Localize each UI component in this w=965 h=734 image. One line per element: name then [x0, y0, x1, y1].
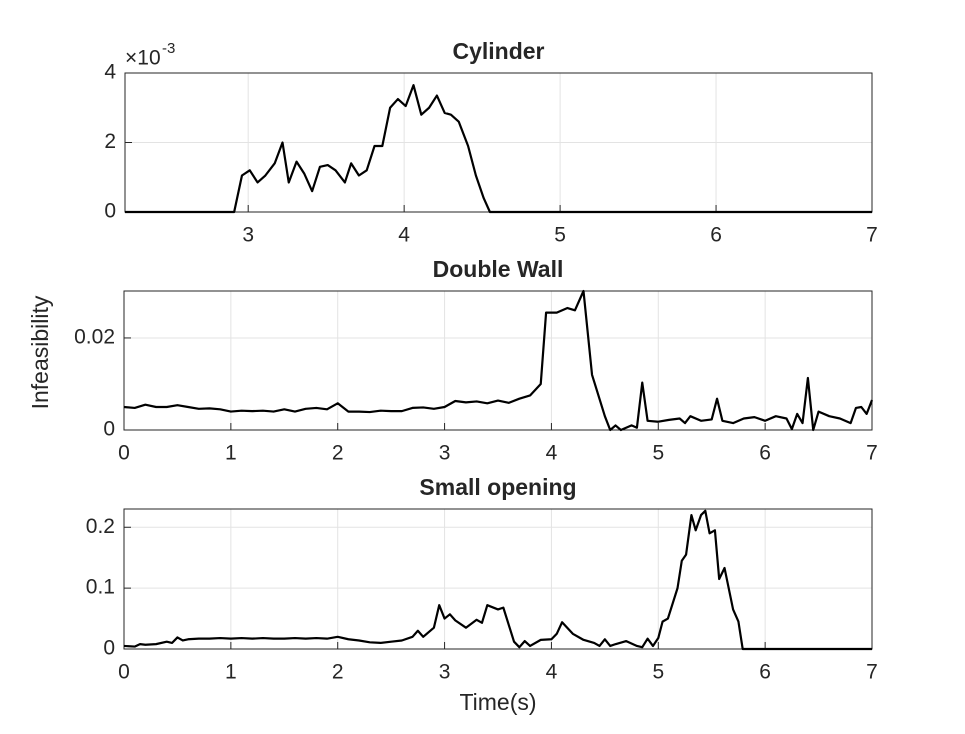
y-tick-label: 0	[104, 200, 116, 223]
x-tick-label: 2	[332, 442, 344, 465]
x-tick-label: 7	[866, 661, 878, 684]
y-tick-label: 0	[103, 637, 115, 660]
x-tick-label: 6	[759, 661, 771, 684]
x-tick-label: 6	[710, 224, 722, 247]
x-tick-label: 2	[332, 661, 344, 684]
x-tick-label: 7	[866, 442, 878, 465]
y-multiplier-base: ×10	[125, 47, 161, 70]
y-multiplier-exponent: -3	[162, 40, 175, 57]
subplot-title: Cylinder	[452, 38, 544, 64]
x-tick-label: 5	[652, 661, 664, 684]
data-line	[125, 84, 872, 214]
x-axis-label: Time(s)	[459, 689, 536, 715]
x-tick-label: 3	[439, 442, 451, 465]
x-tick-label: 4	[398, 224, 410, 247]
x-tick-label: 0	[118, 661, 130, 684]
y-tick-label: 0.02	[74, 325, 115, 348]
x-tick-label: 6	[759, 442, 771, 465]
x-tick-label: 0	[118, 442, 130, 465]
y-tick-label: 2	[104, 130, 116, 153]
x-tick-label: 3	[242, 224, 254, 247]
x-tick-label: 5	[652, 442, 664, 465]
axes-box	[123, 290, 873, 431]
y-axis-label: Infeasibility	[27, 295, 53, 409]
y-tick-label: 4	[104, 61, 116, 84]
subplot-title: Double Wall	[433, 256, 564, 282]
x-tick-label: 7	[866, 224, 878, 247]
x-tick-label: 1	[225, 442, 237, 465]
subplot-title: Small opening	[419, 474, 576, 500]
plot-area	[124, 509, 872, 649]
y-tick-label: 0.1	[86, 576, 115, 599]
plot-area	[124, 291, 872, 430]
x-tick-label: 3	[439, 661, 451, 684]
x-tick-label: 5	[554, 224, 566, 247]
data-line	[123, 289, 874, 432]
y-tick-label: 0.2	[86, 515, 115, 538]
x-tick-label: 4	[546, 661, 558, 684]
x-tick-label: 4	[546, 442, 558, 465]
data-line	[123, 509, 872, 651]
axes-box	[123, 508, 873, 650]
x-tick-label: 1	[225, 661, 237, 684]
y-tick-label: 0	[103, 418, 115, 441]
